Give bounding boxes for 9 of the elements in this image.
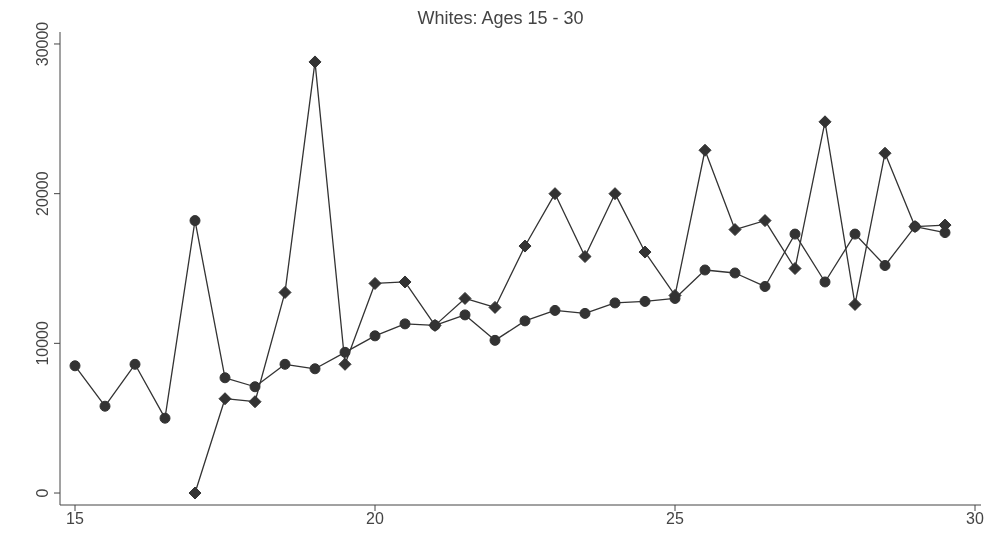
x-tick-label: 25 — [666, 510, 684, 528]
y-tick-label: 10000 — [34, 321, 51, 366]
x-tick-label: 30 — [966, 510, 984, 528]
chart-title: Whites: Ages 15 - 30 — [417, 8, 584, 28]
y-tick-label: 30000 — [34, 21, 51, 67]
y-tick-label: 0 — [34, 488, 51, 498]
x-tick-label: 15 — [66, 510, 84, 528]
y-tick-label: 20000 — [34, 171, 51, 216]
x-tick-label: 20 — [366, 510, 384, 528]
